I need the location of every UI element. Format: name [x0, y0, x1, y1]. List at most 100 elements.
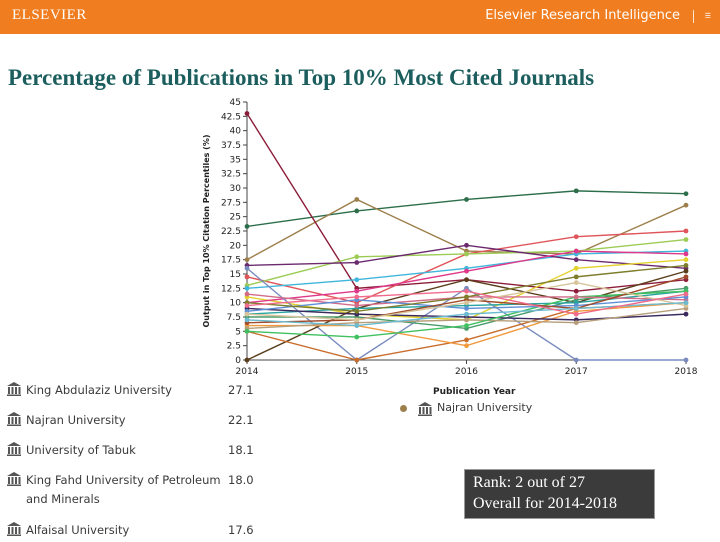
data-point: [683, 268, 689, 274]
y-tick-label: 32.5: [221, 170, 241, 180]
data-point: [244, 357, 250, 363]
data-point: [354, 197, 360, 202]
data-point: [573, 257, 579, 263]
data-point: [683, 202, 689, 208]
ranking-name: Najran University: [26, 413, 126, 427]
data-point: [573, 288, 579, 294]
data-point: [244, 111, 250, 116]
ranking-value: 27.1: [228, 383, 254, 397]
data-point: [244, 285, 250, 291]
y-tick-label: 12.5: [221, 284, 241, 294]
data-point: [354, 357, 360, 363]
x-tick-label: 2015: [345, 367, 368, 377]
data-point: [354, 277, 360, 283]
data-point: [464, 197, 469, 202]
data-point: [464, 277, 469, 283]
data-point: [683, 300, 689, 306]
data-point: [683, 357, 689, 363]
data-point: [683, 191, 689, 197]
data-point: [573, 188, 579, 194]
legend-label: Najran University: [437, 401, 533, 414]
y-tick-label: 22.5: [221, 227, 241, 237]
y-tick-label: 45: [230, 98, 241, 108]
data-point: [354, 334, 360, 340]
data-point: [354, 254, 360, 260]
data-point: [464, 288, 469, 294]
institution-icon: [7, 522, 21, 536]
data-point: [244, 311, 250, 317]
data-point: [354, 308, 360, 314]
data-point: [464, 323, 469, 328]
data-point: [464, 242, 469, 248]
rank-summary-box: Rank: 2 out of 27 Overall for 2014-2018: [464, 469, 655, 519]
ranking-value: 17.6: [228, 523, 254, 537]
data-point: [354, 303, 360, 308]
ranking-value: 18.0: [228, 473, 254, 487]
data-point: [354, 294, 360, 300]
data-point: [683, 291, 689, 297]
data-point: [354, 317, 360, 323]
data-point: [354, 288, 360, 294]
ranking-name: King Abdulaziz University: [26, 383, 172, 397]
data-point: [464, 268, 469, 274]
data-point: [573, 294, 579, 300]
data-point: [464, 311, 469, 317]
ranking-name: University of Tabuk: [26, 443, 136, 457]
menu-icon[interactable]: ☰: [704, 12, 711, 20]
data-point: [573, 357, 579, 363]
header-divider: [693, 10, 694, 23]
data-point: [683, 228, 689, 234]
y-tick-label: 37.5: [221, 141, 241, 151]
y-axis-title: Output in Top 10% Citation Percentiles (…: [202, 135, 211, 328]
y-tick-label: 0: [235, 356, 241, 366]
data-point: [573, 234, 579, 240]
y-tick-label: 25: [230, 213, 241, 223]
data-point: [244, 257, 250, 263]
data-point: [683, 251, 689, 257]
x-tick-label: 2016: [455, 367, 478, 377]
data-point: [464, 251, 469, 257]
rank-text: Rank: 2 out of 27: [473, 474, 585, 491]
page-title: Percentage of Publications in Top 10% Mo…: [8, 65, 595, 90]
data-point: [244, 317, 250, 323]
data-point: [354, 323, 360, 328]
x-axis-title: Publication Year: [433, 387, 516, 397]
y-tick-label: 42.5: [221, 112, 241, 122]
data-point: [244, 303, 250, 308]
data-point: [244, 328, 250, 334]
data-point: [244, 274, 250, 280]
data-point: [683, 263, 689, 268]
y-tick-label: 5: [235, 327, 241, 337]
product-name-link[interactable]: Elsevier Research Intelligence: [485, 8, 680, 23]
data-point: [573, 274, 579, 280]
ranking-name: King Fahd University of Petroleum and Mi…: [26, 473, 221, 506]
data-point: [573, 311, 579, 317]
y-tick-label: 20: [230, 241, 242, 251]
ranking-value: 18.1: [228, 443, 254, 457]
data-point: [573, 320, 579, 326]
data-point: [244, 265, 250, 271]
data-point: [244, 291, 250, 297]
y-tick-label: 30: [230, 184, 242, 194]
data-point: [573, 265, 579, 271]
x-tick-label: 2017: [565, 367, 588, 377]
data-point: [683, 274, 689, 280]
data-point: [573, 306, 579, 311]
institution-icon: [7, 442, 21, 456]
data-point: [683, 237, 689, 243]
data-point: [464, 343, 469, 349]
header-bar: ELSEVIER Elsevier Research Intelligence …: [0, 0, 720, 34]
x-tick-label: 2014: [236, 367, 259, 377]
data-point: [464, 317, 469, 323]
institution-icon: [7, 472, 21, 486]
data-point: [464, 337, 469, 343]
data-point: [573, 280, 579, 285]
data-point: [354, 208, 360, 214]
y-tick-label: 17.5: [221, 256, 241, 266]
data-point: [683, 257, 689, 263]
data-point: [683, 311, 689, 317]
y-tick-label: 40: [230, 127, 242, 137]
brand-logo: ELSEVIER: [12, 7, 87, 23]
y-tick-label: 15: [230, 270, 241, 280]
